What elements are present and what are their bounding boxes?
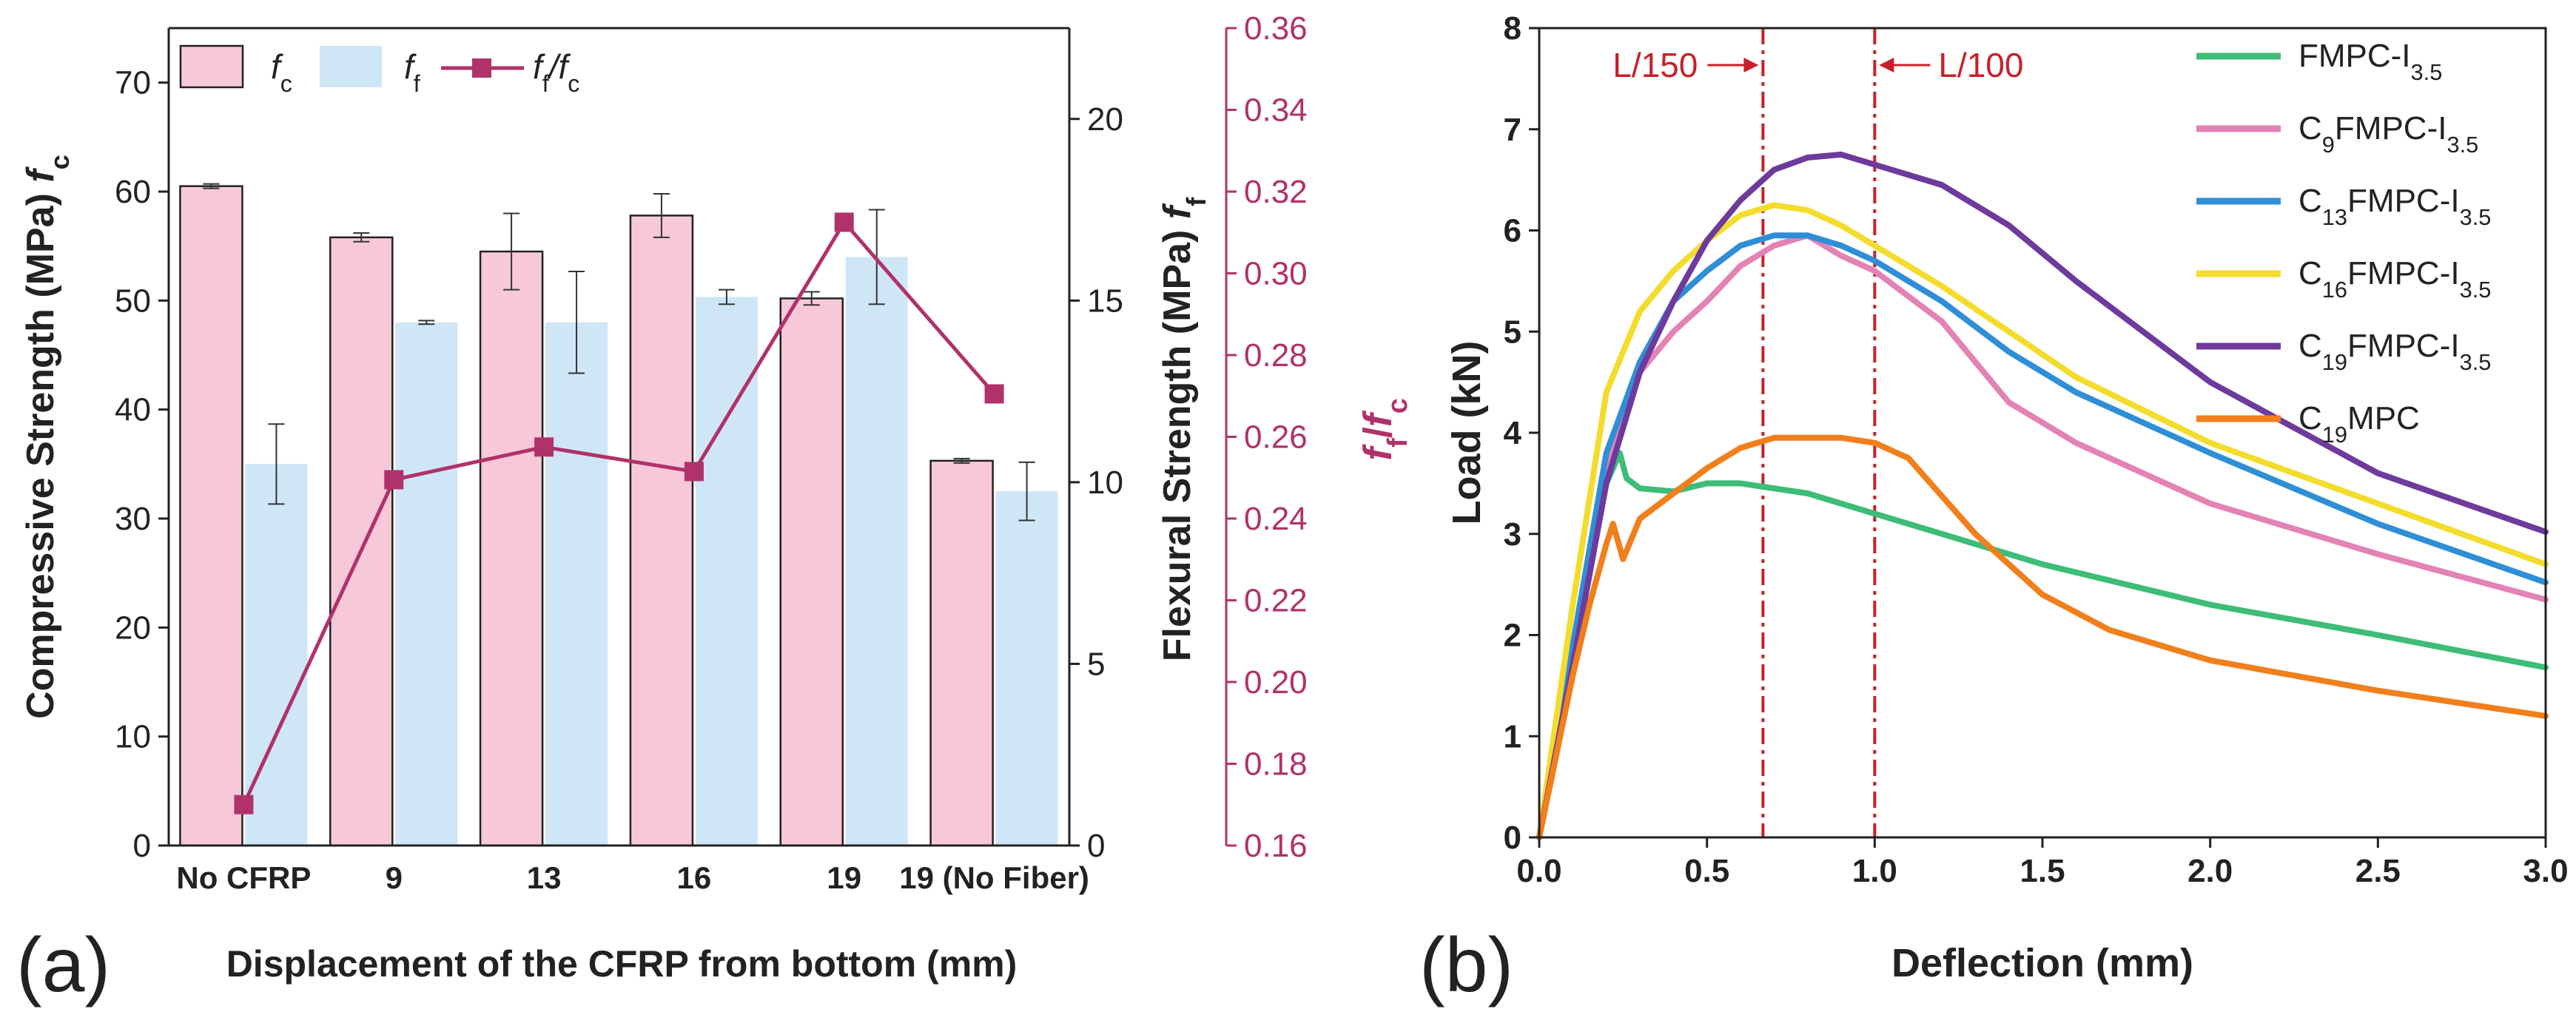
- legend-label: C16FMPC-I3.5: [2298, 255, 2491, 303]
- right-tick-label: 15: [1087, 283, 1123, 319]
- ratio-marker: [984, 384, 1004, 404]
- x-tick-label: 3.0: [2523, 853, 2568, 889]
- left-tick-label: 0: [133, 828, 151, 864]
- panel-label-b: (b): [1419, 922, 1513, 1008]
- legend-label: C19MPC: [2298, 400, 2420, 448]
- legend-ff-label: ff: [404, 47, 420, 97]
- ratio-marker: [234, 794, 254, 814]
- legend-fc-swatch: [179, 44, 244, 89]
- left-tick-label: 10: [115, 719, 151, 755]
- left-tick-label: 70: [115, 65, 151, 101]
- x-tick-label: No CFRP: [176, 860, 311, 895]
- load-curve: [1536, 151, 2549, 840]
- ratio-tick-label: 0.28: [1244, 337, 1308, 374]
- legend-label: C13FMPC-I3.5: [2298, 183, 2491, 230]
- load-curve: [1536, 202, 2549, 840]
- ratio-tick-label: 0.32: [1244, 174, 1308, 210]
- ratio-tick-label: 0.22: [1244, 583, 1308, 619]
- x-tick-label: 0.5: [1684, 853, 1729, 889]
- legend-ratio-marker: [472, 58, 491, 78]
- left-tick-label: 40: [115, 392, 151, 428]
- ratio-tick-label: 0.16: [1244, 828, 1308, 864]
- y-tick-label: 1: [1504, 718, 1521, 755]
- ratio-axis-title: ff/fc: [1356, 398, 1413, 461]
- x-tick-label: 19: [827, 860, 861, 895]
- ratio-marker: [684, 462, 704, 482]
- ratio-tick-label: 0.26: [1244, 419, 1308, 456]
- ff-bar: [245, 464, 308, 846]
- ff-bar: [845, 257, 908, 846]
- legend-ratio-label: ff/fc: [533, 47, 579, 97]
- ff-bar: [995, 491, 1058, 846]
- panel-b-chart: L/150 L/100 0 1 2 3 4 5 6 7 8 0.0 0.5 1.0 1.5 2.0 2.5 3.0…: [1419, 10, 2569, 1008]
- y-tick-label: 3: [1504, 516, 1521, 553]
- fc-bar: [330, 237, 393, 846]
- x-axis-title: Displacement of the CFRP from bottom (mm…: [226, 943, 1018, 985]
- legend-ff-swatch: [320, 46, 382, 87]
- ff-bar: [395, 322, 458, 846]
- right-tick-label: 10: [1087, 465, 1123, 501]
- ratio-marker: [384, 470, 404, 490]
- ratio-marker: [534, 437, 554, 457]
- ratio-tick-label: 0.24: [1244, 501, 1308, 537]
- y-tick-label: 7: [1504, 112, 1521, 148]
- x-tick-label: 1.0: [1852, 853, 1897, 889]
- fc-bar: [480, 252, 543, 846]
- load-curve: [1536, 232, 2549, 840]
- y-axis-title: Load (kN): [1445, 341, 1489, 525]
- ratio-tick-label: 0.34: [1244, 92, 1308, 129]
- ff-bar: [695, 297, 758, 846]
- right-tick-label: 5: [1087, 646, 1105, 682]
- load-curve: [1536, 434, 2549, 840]
- legend-label: C9FMPC-I3.5: [2298, 110, 2478, 158]
- y-tick-label: 0: [1504, 820, 1521, 856]
- limit-label: L/150: [1612, 46, 1698, 84]
- load-curve: [1536, 232, 2549, 840]
- left-tick-label: 30: [115, 501, 151, 537]
- fc-bar: [180, 186, 243, 846]
- x-tick-label: 0.0: [1516, 853, 1561, 889]
- panel-label-a: (a): [16, 922, 110, 1008]
- y-tick-label: 6: [1504, 213, 1521, 249]
- x-tick-label: 2.0: [2187, 853, 2233, 889]
- left-tick-label: 20: [115, 610, 151, 646]
- limit-label: L/100: [1938, 46, 2023, 84]
- x-tick-label: 2.5: [2355, 853, 2401, 889]
- fc-bar: [930, 460, 993, 846]
- left-tick-label: 60: [115, 174, 151, 210]
- fc-bar: [630, 215, 693, 846]
- y-tick-label: 4: [1504, 415, 1522, 451]
- limit-arrowhead: [1879, 58, 1894, 72]
- fc-bar: [780, 298, 843, 846]
- x-tick-label: 1.5: [2020, 853, 2065, 889]
- ratio-tick-label: 0.20: [1244, 664, 1308, 701]
- ratio-line: [242, 219, 996, 806]
- ratio-marker: [834, 212, 854, 232]
- left-axis-title: Compressive Strength (MPa) fc: [19, 155, 75, 719]
- x-tick-label: 16: [677, 860, 712, 895]
- x-tick-label: 19 (No Fiber): [899, 860, 1089, 895]
- ratio-tick-label: 0.36: [1244, 10, 1308, 47]
- right-tick-label: 0: [1087, 828, 1105, 864]
- right-axis-title: Flexural Strength (MPa) ff: [1156, 197, 1211, 661]
- y-tick-label: 8: [1504, 10, 1521, 47]
- x-tick-label: 13: [527, 860, 562, 895]
- ratio-tick-label: 0.30: [1244, 256, 1308, 292]
- y-tick-label: 5: [1504, 314, 1521, 350]
- ratio-tick-label: 0.18: [1244, 746, 1308, 783]
- legend-label: FMPC-I3.5: [2298, 38, 2442, 85]
- right-tick-label: 20: [1087, 101, 1123, 138]
- legend-label: C19FMPC-I3.5: [2298, 328, 2491, 375]
- x-axis-title: Deflection (mm): [1891, 941, 2193, 985]
- limit-arrowhead: [1743, 58, 1759, 72]
- legend-fc-label: fc: [271, 47, 292, 97]
- x-tick-label: 9: [386, 860, 403, 895]
- left-tick-label: 50: [115, 283, 151, 319]
- y-tick-label: 2: [1504, 618, 1521, 654]
- panel-a-chart: 0 10 20 30 40 50 60 70 0 5 10 15 20 0.16 0.18 0.20 0.22 0…: [16, 10, 1413, 1008]
- ff-bar: [545, 322, 608, 846]
